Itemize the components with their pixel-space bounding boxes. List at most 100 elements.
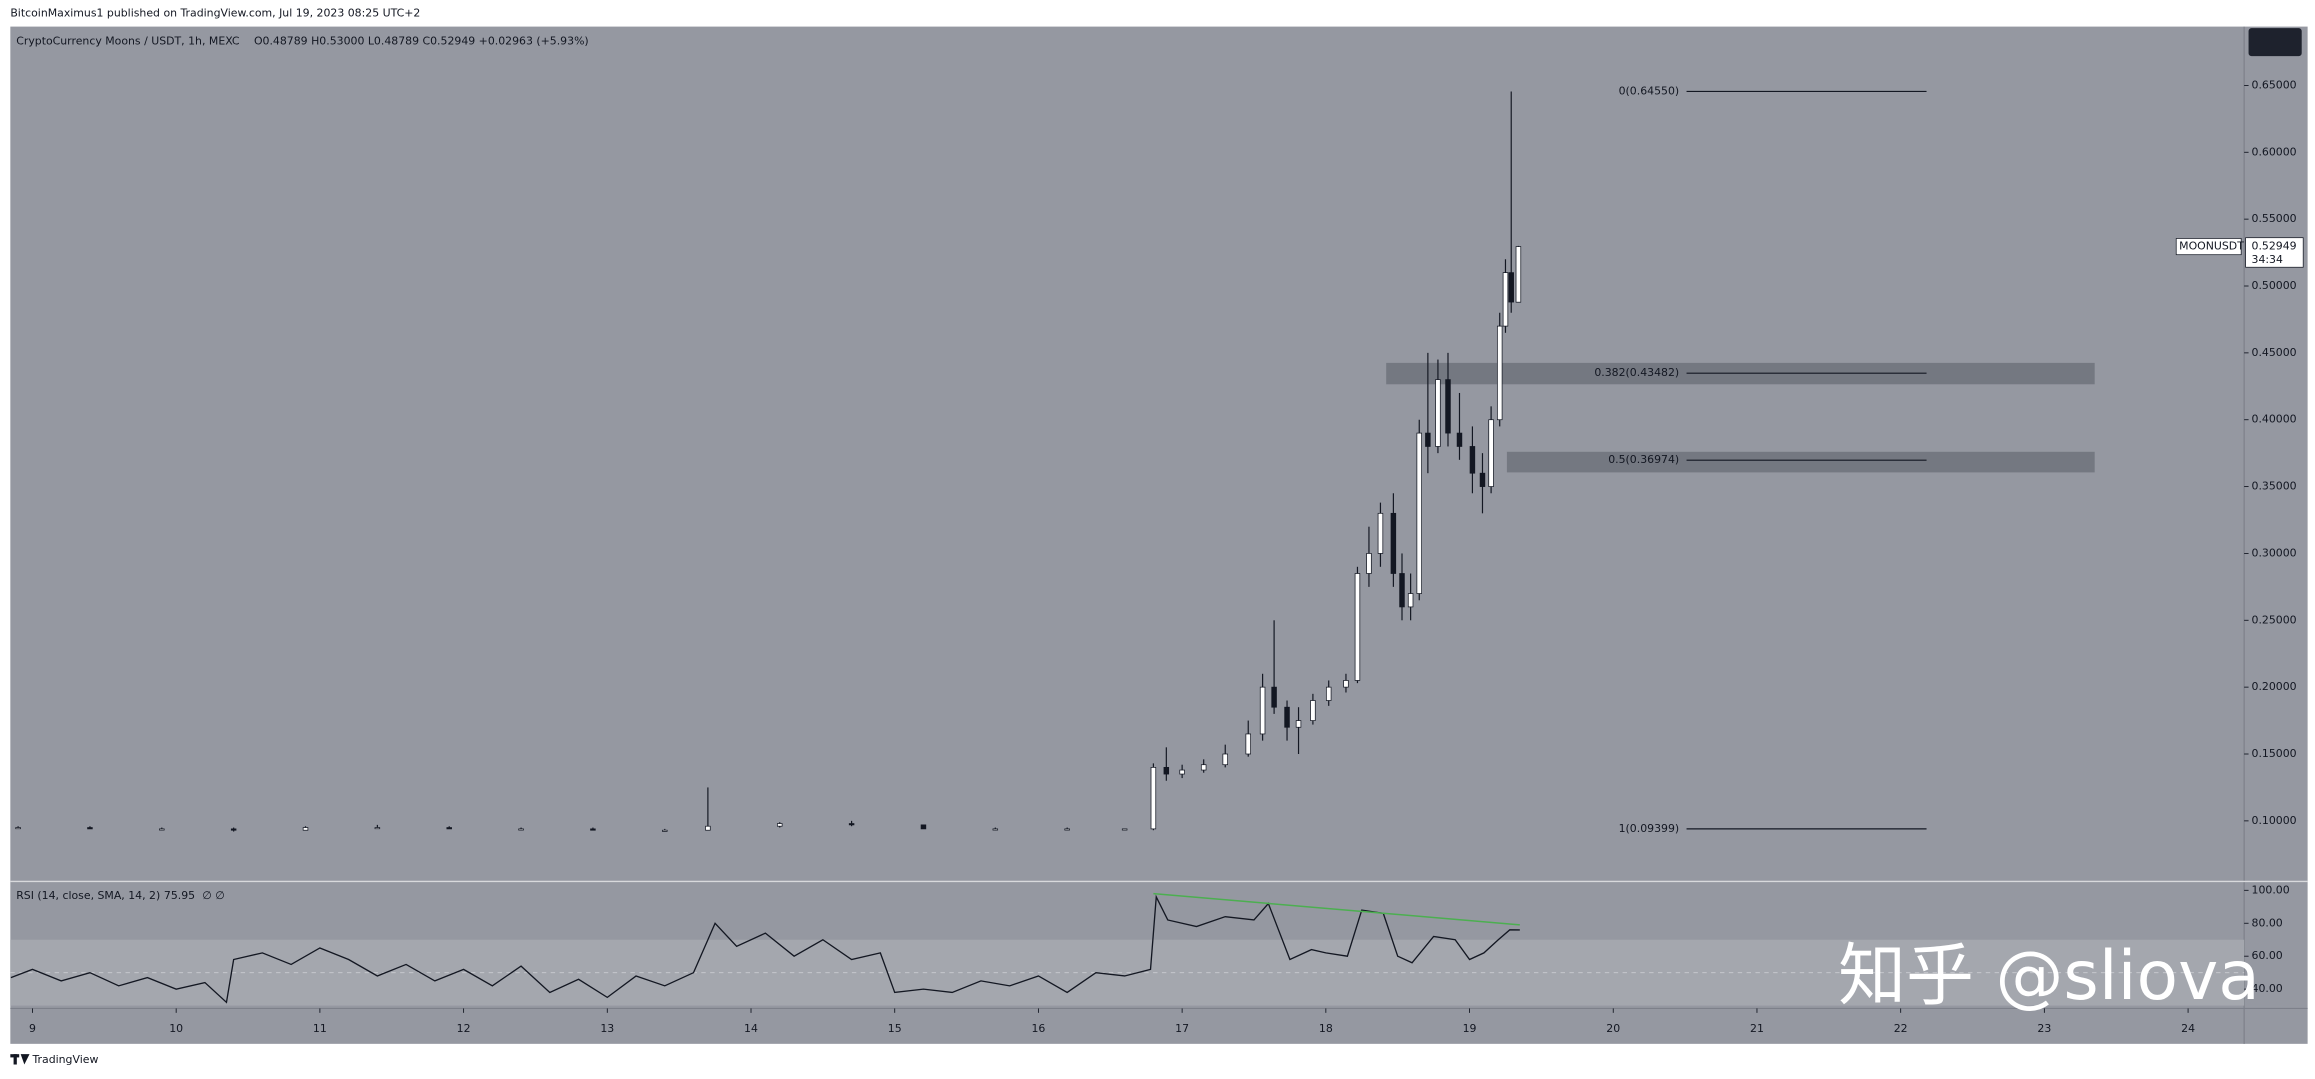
candle-body [1295, 720, 1302, 728]
candle-body [1416, 432, 1422, 594]
candle-body [1399, 573, 1405, 608]
candle-body [446, 827, 452, 830]
y-tick-label: 40.00 [2252, 982, 2283, 995]
candle-body [590, 828, 596, 831]
candle-body [1121, 828, 1128, 831]
candle-body [1259, 686, 1266, 735]
symbol-title: CryptoCurrency Moons / USDT, 1h, MEXC [16, 34, 240, 47]
x-tick-label: 22 [1894, 1022, 1908, 1035]
candle-body [302, 827, 309, 831]
x-tick-label: 24 [2181, 1022, 2195, 1035]
candle-body [374, 827, 381, 830]
x-tick-label: 12 [457, 1022, 471, 1035]
x-tick-label: 23 [2037, 1022, 2051, 1035]
footer: TradingView [31, 1053, 98, 1066]
chart-background [10, 26, 2308, 1044]
y-tick-label: 60.00 [2252, 949, 2283, 962]
x-tick-label: 14 [744, 1022, 758, 1035]
y-tick-label: 0.15000 [2252, 747, 2297, 760]
candle-body [1515, 246, 1522, 303]
candle-body [1245, 733, 1251, 755]
x-tick-label: 17 [1175, 1022, 1189, 1035]
fib-label: 1(0.09399) [1619, 822, 1680, 835]
candle-body [230, 828, 237, 831]
fib-label: 0.5(0.36974) [1608, 453, 1679, 466]
x-tick-label: 13 [600, 1022, 614, 1035]
rsi-line [10, 894, 1520, 1004]
last-price-label: 0.52949 [2252, 240, 2297, 253]
y-tick-label: 80.00 [2252, 916, 2283, 929]
logo-part [13, 1054, 17, 1065]
candle-body [1469, 446, 1476, 474]
candle-body [705, 825, 711, 831]
x-tick-label: 18 [1319, 1022, 1333, 1035]
candle-body [1377, 512, 1384, 554]
candle-body [1479, 472, 1486, 487]
x-tick-label: 20 [1606, 1022, 1620, 1035]
candle-body [1064, 828, 1070, 831]
candle-body [1310, 700, 1316, 721]
fib-label: 0.382(0.43482) [1594, 366, 1679, 379]
candle-body [1425, 432, 1431, 447]
x-tick-label: 11 [313, 1022, 327, 1035]
candle-body [777, 823, 783, 827]
candle-body [1163, 767, 1170, 775]
candle-body [87, 827, 93, 830]
candle-body [920, 824, 927, 830]
candle-body [1354, 573, 1361, 681]
x-tick-label: 9 [29, 1022, 36, 1035]
candle-body [1284, 706, 1290, 728]
candle-body [1496, 325, 1503, 421]
candle-body [159, 828, 165, 831]
symbol-label: MOONUSDT [2179, 240, 2244, 253]
y-tick-label: 0.40000 [2252, 413, 2297, 426]
y-tick-label: 100.00 [2252, 883, 2290, 896]
candle-body [1325, 686, 1332, 701]
candle-body [1435, 379, 1441, 447]
symbol-box [2175, 238, 2242, 256]
candle-body [15, 827, 21, 830]
y-tick-label: 0.25000 [2252, 613, 2297, 626]
x-tick-label: 21 [1750, 1022, 1764, 1035]
y-tick-label: 0.10000 [2252, 814, 2297, 827]
trendline [1153, 892, 1520, 926]
x-tick-label: 16 [1031, 1022, 1045, 1035]
candle-body [1502, 272, 1509, 327]
candle-body [1488, 419, 1494, 487]
logo-part [20, 1054, 30, 1065]
ohlc-legend: O0.48789 H0.53000 L0.48789 C0.52949 +0.0… [254, 34, 589, 47]
candle-body [518, 828, 524, 831]
watermark: 知乎 @sliova [1838, 937, 2260, 1016]
candle-body [1200, 764, 1207, 771]
x-tick-label: 15 [888, 1022, 902, 1035]
x-tick-label: 10 [169, 1022, 183, 1035]
candle-body [1271, 686, 1277, 708]
y-tick-label: 0.20000 [2252, 680, 2297, 693]
countdown: 34:34 [2252, 253, 2283, 266]
y-tick-label: 0.35000 [2252, 480, 2297, 493]
candle-body [1508, 272, 1514, 303]
rsi-title: RSI (14, close, SMA, 14, 2) [16, 889, 160, 902]
fib-label: 0(0.64550) [1619, 84, 1680, 97]
candle-body [1390, 512, 1397, 574]
candle-body [1456, 432, 1463, 447]
fib-zone [1506, 451, 2095, 473]
y-tick-label: 0.55000 [2252, 212, 2297, 225]
x-tick-label: 19 [1463, 1022, 1477, 1035]
last-price-box [2245, 237, 2304, 268]
tv-logo [10, 1054, 30, 1065]
y-tick-label: 0.65000 [2252, 78, 2297, 91]
candle-body [662, 829, 668, 832]
y-tick-label: 0.50000 [2252, 279, 2297, 292]
candle-body [1150, 767, 1157, 830]
y-tick-label: 0.30000 [2252, 546, 2297, 559]
candle-body [1445, 379, 1451, 434]
y-tick-label: 0.60000 [2252, 145, 2297, 158]
rsi-extra: ∅ ∅ [202, 889, 224, 902]
candle-body [1407, 593, 1414, 608]
candle-body [848, 823, 855, 826]
toolbar-button[interactable] [2248, 28, 2302, 57]
candle-body [1222, 753, 1228, 766]
candle-body [1366, 553, 1372, 574]
